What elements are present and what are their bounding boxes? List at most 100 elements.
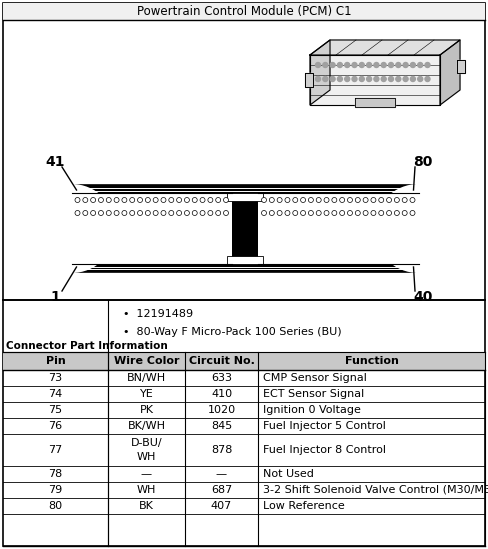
- Ellipse shape: [177, 198, 182, 203]
- Circle shape: [374, 63, 379, 68]
- Text: 80: 80: [48, 501, 62, 511]
- Text: 79: 79: [48, 485, 62, 495]
- Text: 687: 687: [211, 485, 232, 495]
- Ellipse shape: [394, 210, 399, 216]
- Text: ECT Sensor Signal: ECT Sensor Signal: [263, 389, 364, 399]
- Ellipse shape: [308, 210, 313, 216]
- Circle shape: [359, 63, 365, 68]
- Text: WH: WH: [137, 485, 156, 495]
- Ellipse shape: [83, 198, 88, 203]
- Ellipse shape: [402, 198, 407, 203]
- Circle shape: [388, 76, 393, 81]
- Circle shape: [316, 76, 321, 81]
- Text: 80: 80: [413, 155, 433, 169]
- Text: 75: 75: [48, 405, 62, 415]
- Bar: [3, 352, 485, 370]
- Text: WH: WH: [137, 452, 156, 462]
- Text: 74: 74: [48, 389, 62, 399]
- Circle shape: [403, 76, 408, 81]
- Ellipse shape: [316, 210, 321, 216]
- Text: BN/WH: BN/WH: [127, 373, 166, 383]
- Ellipse shape: [161, 210, 166, 216]
- Text: 40: 40: [413, 290, 433, 304]
- Ellipse shape: [340, 210, 345, 216]
- Circle shape: [383, 193, 454, 264]
- Text: 76: 76: [48, 421, 62, 431]
- Text: 845: 845: [211, 421, 232, 431]
- Ellipse shape: [153, 198, 158, 203]
- Polygon shape: [310, 40, 460, 55]
- Ellipse shape: [83, 210, 88, 216]
- Ellipse shape: [192, 198, 197, 203]
- Circle shape: [381, 63, 386, 68]
- Text: —: —: [216, 469, 227, 479]
- Text: BK: BK: [139, 501, 154, 511]
- Circle shape: [36, 193, 107, 264]
- Circle shape: [403, 63, 408, 68]
- Ellipse shape: [371, 210, 376, 216]
- Ellipse shape: [363, 198, 368, 203]
- Ellipse shape: [379, 210, 384, 216]
- Text: Fuel Injector 8 Control: Fuel Injector 8 Control: [263, 445, 386, 455]
- Ellipse shape: [91, 210, 96, 216]
- Circle shape: [381, 76, 386, 81]
- Ellipse shape: [122, 198, 127, 203]
- Text: 77: 77: [48, 445, 62, 455]
- Ellipse shape: [192, 210, 197, 216]
- Ellipse shape: [208, 198, 213, 203]
- Text: Function: Function: [345, 356, 398, 366]
- Ellipse shape: [122, 210, 127, 216]
- Ellipse shape: [293, 198, 298, 203]
- Ellipse shape: [130, 198, 135, 203]
- Circle shape: [359, 76, 365, 81]
- Text: 1: 1: [50, 290, 60, 304]
- Circle shape: [366, 76, 371, 81]
- Ellipse shape: [91, 198, 96, 203]
- Ellipse shape: [262, 210, 266, 216]
- Ellipse shape: [285, 210, 290, 216]
- Bar: [3, 3, 485, 20]
- Ellipse shape: [324, 198, 329, 203]
- Ellipse shape: [363, 210, 368, 216]
- Bar: [72, 193, 232, 264]
- Circle shape: [418, 63, 423, 68]
- Text: 1020: 1020: [207, 405, 236, 415]
- Ellipse shape: [216, 198, 221, 203]
- Ellipse shape: [402, 210, 407, 216]
- Text: •  80-Way F Micro-Pack 100 Series (BU): • 80-Way F Micro-Pack 100 Series (BU): [123, 327, 342, 337]
- Ellipse shape: [386, 210, 391, 216]
- Ellipse shape: [184, 210, 189, 216]
- Ellipse shape: [138, 210, 142, 216]
- Ellipse shape: [324, 210, 329, 216]
- Ellipse shape: [410, 210, 415, 216]
- Text: 73: 73: [48, 373, 62, 383]
- Ellipse shape: [340, 198, 345, 203]
- Ellipse shape: [184, 198, 189, 203]
- Ellipse shape: [277, 210, 282, 216]
- Circle shape: [352, 76, 357, 81]
- Ellipse shape: [293, 210, 298, 216]
- Polygon shape: [355, 98, 395, 107]
- Text: 410: 410: [211, 389, 232, 399]
- Bar: [258, 193, 419, 264]
- Text: 878: 878: [211, 445, 232, 455]
- Text: BK/WH: BK/WH: [127, 421, 165, 431]
- Ellipse shape: [114, 210, 119, 216]
- Ellipse shape: [169, 198, 174, 203]
- Ellipse shape: [138, 198, 142, 203]
- Circle shape: [396, 63, 401, 68]
- Text: PK: PK: [140, 405, 154, 415]
- Circle shape: [410, 63, 415, 68]
- Ellipse shape: [308, 198, 313, 203]
- Ellipse shape: [410, 198, 415, 203]
- Ellipse shape: [145, 210, 150, 216]
- Ellipse shape: [347, 210, 352, 216]
- Text: D-BU/: D-BU/: [131, 438, 163, 448]
- Ellipse shape: [106, 210, 111, 216]
- Polygon shape: [440, 40, 460, 105]
- Circle shape: [323, 63, 328, 68]
- Text: Circuit No.: Circuit No.: [188, 356, 254, 366]
- Circle shape: [43, 200, 100, 257]
- Circle shape: [28, 185, 115, 272]
- Ellipse shape: [301, 210, 305, 216]
